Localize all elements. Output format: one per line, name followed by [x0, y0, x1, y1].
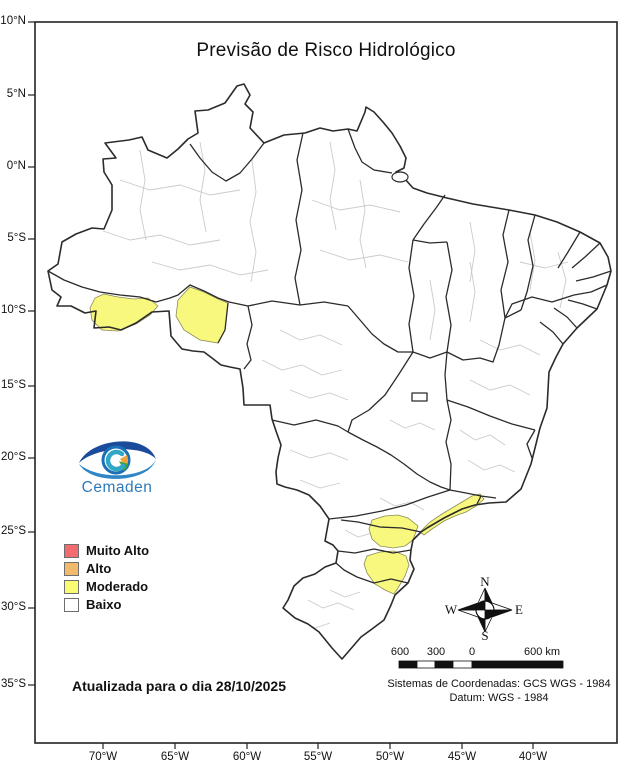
distrito-federal-outline [411, 392, 428, 402]
scale-label-0: 0 [468, 646, 476, 658]
latitude-ticks [28, 21, 35, 686]
update-date-note: Atualizada para o dia 28/10/2025 [72, 678, 286, 694]
lon-label-50w: 50°W [375, 751, 405, 763]
lon-label-55w: 55°W [303, 751, 333, 763]
brazil-landmass [47, 83, 612, 660]
cemaden-logo-text: Cemaden [81, 479, 153, 496]
brazil-outline [47, 83, 612, 660]
state-boundaries [47, 128, 612, 584]
legend-label-muito-alto: Muito Alto [86, 543, 150, 558]
lon-label-40w: 40°W [518, 751, 548, 763]
moderado-region-acre [89, 293, 159, 332]
lat-label-10n: 10°N [0, 15, 26, 27]
cemaden-logo-icon [79, 441, 156, 479]
scale-label-600km: 600 km [523, 646, 561, 658]
legend-label-baixo: Baixo [86, 597, 122, 612]
legend-swatch-alto [64, 562, 79, 576]
scale-label-300: 300 [426, 646, 446, 658]
lon-label-60w: 60°W [232, 751, 262, 763]
lat-label-20s: 20°S [0, 451, 26, 463]
compass-e-label: E [515, 602, 523, 617]
compass-w-label: W [444, 602, 458, 617]
lat-label-0n: 0°N [6, 160, 26, 172]
subregion-boundaries [102, 141, 569, 629]
datum-line: Datum: WGS - 1984 [449, 692, 549, 704]
compass-n-label: N [480, 574, 490, 589]
lat-label-5s: 5°S [7, 232, 26, 244]
lat-label-5n: 5°N [6, 88, 26, 100]
legend-swatch-moderado [64, 580, 79, 594]
lon-label-70w: 70°W [88, 751, 118, 763]
lat-label-25s: 25°S [0, 525, 26, 537]
coordinate-system-note: Sistemas de Coordenadas: GCS WGS - 1984 … [369, 677, 626, 705]
compass-rose-icon [457, 587, 513, 633]
legend-label-alto: Alto [86, 561, 112, 576]
legend-label-moderado: Moderado [86, 579, 149, 594]
compass-s-label: S [481, 628, 489, 643]
scale-label-600-left: 600 [390, 646, 410, 658]
coord-system-line: Sistemas de Coordenadas: GCS WGS - 1984 [387, 678, 611, 690]
lat-label-10s: 10°S [0, 304, 26, 316]
longitude-ticks [102, 743, 534, 749]
legend-swatch-baixo [64, 598, 79, 612]
lon-label-45w: 45°W [447, 751, 477, 763]
lat-label-35s: 35°S [0, 678, 26, 690]
map-title: Previsão de Risco Hidrológico [196, 40, 456, 61]
moderado-region-parana [368, 514, 419, 549]
lat-label-30s: 30°S [0, 601, 26, 613]
marajo-island [391, 171, 409, 183]
lon-label-65w: 65°W [160, 751, 190, 763]
lat-label-15s: 15°S [0, 379, 26, 391]
scale-bar [398, 660, 564, 669]
legend-swatch-muito-alto [64, 544, 79, 558]
